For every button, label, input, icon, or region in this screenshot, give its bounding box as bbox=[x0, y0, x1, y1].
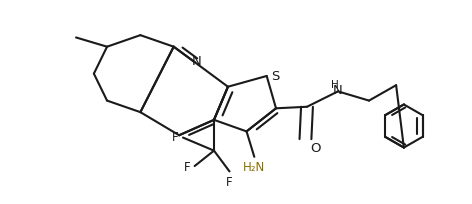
Text: F: F bbox=[172, 131, 178, 144]
Text: F: F bbox=[184, 160, 190, 173]
Text: N: N bbox=[333, 84, 343, 97]
Text: H₂N: H₂N bbox=[243, 160, 265, 173]
Text: S: S bbox=[271, 70, 279, 83]
Text: F: F bbox=[226, 175, 233, 188]
Text: H: H bbox=[331, 80, 339, 90]
Text: O: O bbox=[310, 142, 320, 155]
Text: N: N bbox=[192, 55, 202, 68]
